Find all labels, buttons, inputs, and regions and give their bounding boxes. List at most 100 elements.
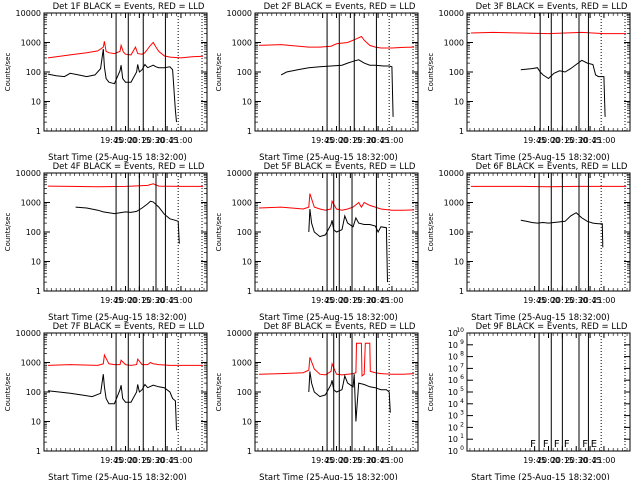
y-tick-exponent: 9 [460, 339, 464, 346]
chart-det-1: Det 1F BLACK = Events, RED = LLD Start Ti… [4, 2, 208, 163]
lld-series-line [47, 353, 204, 366]
lld-series-line [258, 342, 415, 377]
x-tick-label: 19:45 [311, 456, 334, 465]
y-tick-label: 1 [247, 287, 252, 296]
plot-frame [43, 332, 208, 452]
y-tick-label: 10 [448, 388, 458, 397]
chart-det-6: Det 6F BLACK = Events, RED = LLD Start Ti… [427, 162, 631, 323]
x-tick-label: 20:15 [339, 296, 362, 305]
x-tick-label: 20:30 [565, 136, 588, 145]
x-tick-label: 20:00 [537, 456, 560, 465]
chart-title: Det 3F BLACK = Events, RED = LLD [476, 2, 628, 12]
events-series-line [308, 371, 391, 422]
y-axis-label: Counts/sec [4, 53, 12, 92]
x-tick-label: 20:30 [353, 296, 376, 305]
chart-det-7: Det 7F BLACK = Events, RED = LLD Start Ti… [4, 322, 208, 480]
attenuator-letter: F [530, 439, 536, 450]
y-tick-label: 100 [237, 68, 252, 77]
y-tick-label: 1000 [444, 39, 464, 48]
y-tick-label: 10000 [16, 9, 41, 18]
x-tick-label: 21:00 [169, 456, 192, 465]
x-tick-label: 20:45 [579, 136, 602, 145]
x-tick-label: 20:45 [367, 296, 390, 305]
events-series-line [75, 200, 180, 244]
attenuator-letter: F [554, 439, 560, 450]
y-tick-label: 1 [36, 287, 41, 296]
y-tick-label: 10 [31, 258, 41, 267]
chart-title: Det 1F BLACK = Events, RED = LLD [53, 2, 205, 12]
x-tick-label: 20:45 [579, 296, 602, 305]
x-tick-label: 20:45 [367, 136, 390, 145]
y-tick-label: 1000 [21, 199, 41, 208]
y-tick-label: 10 [31, 98, 41, 107]
lld-series-line [47, 41, 204, 59]
y-tick-label: 10 [448, 400, 458, 409]
y-tick-label: 100 [26, 228, 41, 237]
chart-title: Det 5F BLACK = Events, RED = LLD [264, 162, 416, 172]
x-tick-label: 19:45 [100, 456, 123, 465]
chart-title: Det 7F BLACK = Events, RED = LLD [53, 322, 205, 332]
events-series-line [520, 212, 604, 248]
attenuator-letter: F [564, 439, 570, 450]
plot-frame [466, 172, 631, 292]
chart-det-9: Det 9F BLACK = Events, RED = LLD Start Ti… [427, 322, 631, 480]
y-tick-label: 1000 [232, 199, 252, 208]
y-tick-exponent: 3 [460, 410, 464, 417]
y-tick-label: 10 [454, 98, 464, 107]
chart-det-3: Det 3F BLACK = Events, RED = LLD Start Ti… [427, 2, 631, 163]
chart-det-8: Det 8F BLACK = Events, RED = LLD Start Ti… [215, 322, 419, 480]
y-tick-label: 10 [448, 376, 458, 385]
x-axis-label: Start Time (25-Aug-15 18:32:00) [259, 473, 398, 480]
y-axis-label: Counts/sec [4, 213, 12, 252]
x-tick-label: 20:30 [142, 456, 165, 465]
x-tick-label: 20:45 [156, 296, 179, 305]
x-tick-label: 21:00 [592, 136, 615, 145]
y-axis-label: Counts/sec [215, 53, 223, 92]
y-tick-label: 10000 [439, 169, 464, 178]
y-axis-label: Counts/sec [215, 213, 223, 252]
x-tick-label: 20:45 [367, 456, 390, 465]
x-tick-label: 19:45 [100, 136, 123, 145]
plot-frame [43, 172, 208, 292]
y-tick-label: 10000 [439, 9, 464, 18]
x-tick-label: 20:30 [142, 136, 165, 145]
chart-title: Det 9F BLACK = Events, RED = LLD [476, 322, 628, 332]
x-tick-label: 21:00 [380, 296, 403, 305]
x-axis-label: Start Time (25-Aug-15 18:32:00) [48, 313, 187, 323]
attenuator-letter: F [582, 439, 588, 450]
y-tick-label: 10 [448, 353, 458, 362]
x-tick-label: 19:45 [311, 296, 334, 305]
x-axis-label: Start Time (25-Aug-15 18:32:00) [471, 473, 610, 480]
chart-title: Det 6F BLACK = Events, RED = LLD [476, 162, 628, 172]
y-tick-label: 100 [237, 228, 252, 237]
plot-frame [466, 332, 631, 452]
x-tick-label: 20:45 [156, 136, 179, 145]
events-series-line [280, 59, 394, 117]
y-tick-label: 10 [31, 418, 41, 427]
y-tick-label: 100 [26, 388, 41, 397]
x-tick-label: 20:00 [114, 136, 137, 145]
y-tick-label: 10 [448, 412, 458, 421]
y-tick-label: 10 [448, 329, 458, 338]
x-tick-label: 20:00 [325, 296, 348, 305]
plot-frame [43, 12, 208, 132]
y-tick-label: 100 [26, 68, 41, 77]
chart-title: Det 8F BLACK = Events, RED = LLD [264, 322, 416, 332]
y-tick-label: 100 [237, 388, 252, 397]
plot-frame [254, 332, 419, 452]
x-tick-label: 19:45 [523, 296, 546, 305]
y-tick-label: 10 [448, 435, 458, 444]
chart-title: Det 2F BLACK = Events, RED = LLD [264, 2, 416, 12]
y-tick-label: 100 [449, 68, 464, 77]
events-series-line [47, 48, 177, 123]
y-tick-exponent: 10 [456, 327, 464, 334]
x-tick-label: 21:00 [592, 456, 615, 465]
y-tick-label: 1 [36, 127, 41, 136]
y-axis-label: Counts/sec [427, 373, 435, 412]
x-axis-label: Start Time (25-Aug-15 18:32:00) [48, 473, 187, 480]
x-tick-label: 20:00 [537, 136, 560, 145]
x-tick-label: 20:15 [551, 456, 574, 465]
chart-det-2: Det 2F BLACK = Events, RED = LLD Start Ti… [215, 2, 419, 163]
lld-series-line [258, 35, 415, 49]
y-tick-exponent: 2 [460, 421, 464, 428]
